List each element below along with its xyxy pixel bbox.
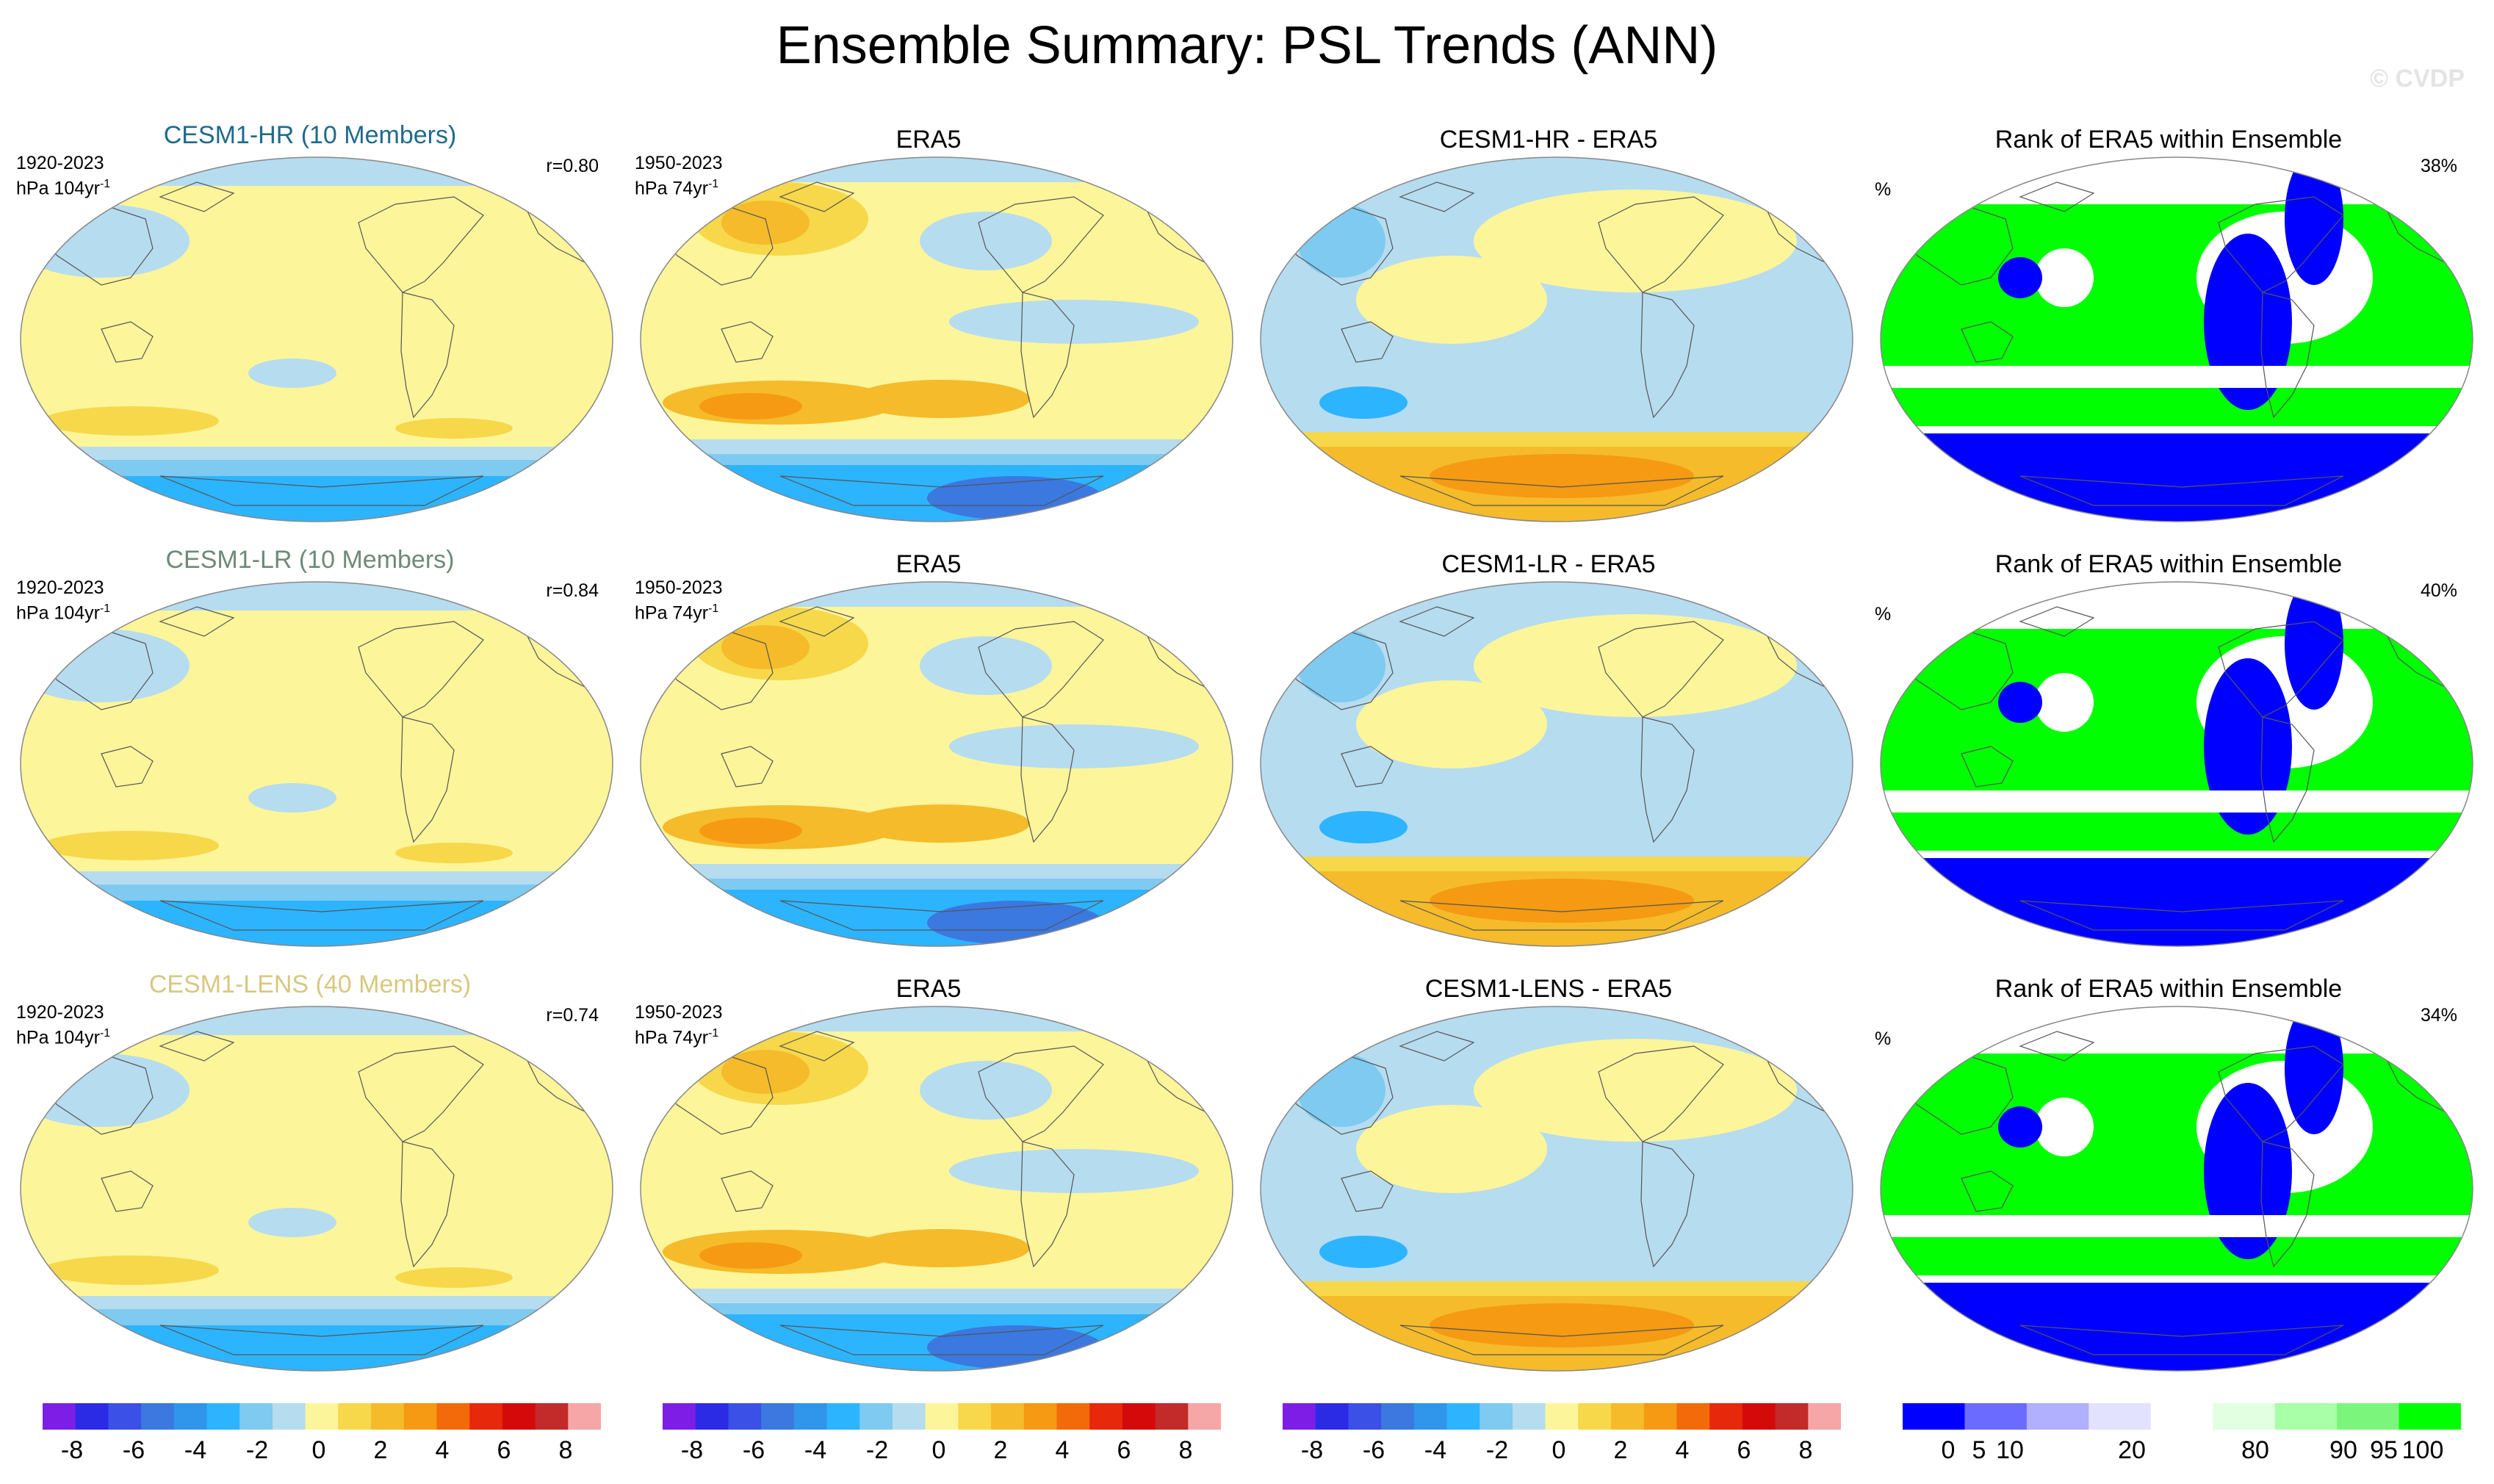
- tick-label: -8: [60, 1436, 84, 1464]
- period-label: 1950-2023: [635, 153, 723, 173]
- units-percent: %: [1875, 179, 1892, 200]
- units-percent: %: [1875, 1029, 1892, 1049]
- panel-title-model-lens: CESM1-LENS (40 Members): [148, 970, 472, 998]
- tick-label: 8: [1178, 1436, 1193, 1464]
- tick-label: 0: [1551, 1436, 1566, 1464]
- tick-label: -2: [245, 1436, 269, 1464]
- panel-title-diff: CESM1-LR - ERA5: [1441, 550, 1656, 578]
- map-obs-row1: [640, 156, 1233, 522]
- tick-label: 4: [1675, 1436, 1690, 1464]
- map-rank-lr: [1880, 581, 2473, 947]
- tick-label: -2: [865, 1436, 889, 1464]
- tick-label: 0: [931, 1436, 946, 1464]
- figure-title: Ensemble Summary: PSL Trends (ANN): [776, 16, 1718, 75]
- map-diff-lens: [1260, 1006, 1853, 1372]
- colorbar-diff: [1283, 1403, 1841, 1430]
- colorbar-model: [43, 1403, 601, 1430]
- panel-title-rank: Rank of ERA5 within Ensemble: [1994, 975, 2343, 1003]
- tick-label: 20: [2118, 1436, 2146, 1464]
- tick-label: -8: [1300, 1436, 1324, 1464]
- tick-label: 8: [558, 1436, 573, 1464]
- tick-label: -6: [1362, 1436, 1385, 1464]
- tick-label: 4: [435, 1436, 450, 1464]
- tick-label: -4: [1424, 1436, 1447, 1464]
- map-model-lr: [20, 581, 613, 947]
- rank-percent: 38%: [2420, 156, 2457, 176]
- cvdp-watermark: © CVDP: [2370, 65, 2465, 93]
- colorbar-rank: [1903, 1403, 2461, 1430]
- tick-label: -4: [804, 1436, 827, 1464]
- map-model-lens: [20, 1006, 613, 1372]
- tick-label: 5: [1972, 1436, 1986, 1464]
- units-label: hPa 104yr-1: [16, 1027, 111, 1048]
- panel-title-diff: CESM1-LENS - ERA5: [1424, 975, 1673, 1003]
- period-label: 1920-2023: [16, 577, 104, 598]
- tick-label: -6: [742, 1436, 765, 1464]
- tick-label: 100: [2401, 1436, 2444, 1464]
- period-label: 1920-2023: [16, 1002, 104, 1023]
- tick-label: 2: [373, 1436, 388, 1464]
- tick-label: 0: [1941, 1436, 1956, 1464]
- tick-label: -2: [1485, 1436, 1509, 1464]
- period-label: 1950-2023: [635, 577, 723, 598]
- tick-label: 10: [1996, 1436, 2024, 1464]
- tick-label: -8: [680, 1436, 704, 1464]
- rank-percent: 40%: [2420, 580, 2457, 601]
- period-label: 1920-2023: [16, 153, 104, 173]
- panel-title-diff: CESM1-HR - ERA5: [1439, 126, 1658, 154]
- tick-label: 6: [1117, 1436, 1131, 1464]
- tick-label: 6: [1737, 1436, 1751, 1464]
- panel-title-obs: ERA5: [895, 550, 962, 578]
- tick-label: 2: [993, 1436, 1008, 1464]
- tick-label: 0: [311, 1436, 326, 1464]
- tick-label: 4: [1055, 1436, 1070, 1464]
- pattern-correlation: r=0.74: [546, 1005, 599, 1026]
- panel-title-model-lr: CESM1-LR (10 Members): [165, 546, 455, 574]
- tick-label: -4: [184, 1436, 207, 1464]
- map-obs-row3: [640, 1006, 1233, 1372]
- rank-percent: 34%: [2420, 1005, 2457, 1026]
- units-label: hPa 74yr-1: [635, 602, 719, 624]
- map-rank-hr: [1880, 156, 2473, 522]
- tick-label: 6: [497, 1436, 511, 1464]
- units-label: hPa 74yr-1: [635, 178, 719, 199]
- units-percent: %: [1875, 604, 1892, 624]
- colorbar-obs: [663, 1403, 1221, 1430]
- panel-title-model-hr: CESM1-HR (10 Members): [163, 121, 457, 149]
- tick-label: -6: [122, 1436, 145, 1464]
- tick-label: 80: [2241, 1436, 2269, 1464]
- panel-title-obs: ERA5: [895, 126, 962, 154]
- units-label: hPa 74yr-1: [635, 1027, 719, 1048]
- map-rank-lens: [1880, 1006, 2473, 1372]
- map-diff-hr: [1260, 156, 1853, 522]
- tick-label: 95: [2370, 1436, 2398, 1464]
- map-obs-row2: [640, 581, 1233, 947]
- panel-title-obs: ERA5: [895, 975, 962, 1003]
- pattern-correlation: r=0.80: [546, 156, 599, 176]
- map-diff-lr: [1260, 581, 1853, 947]
- tick-label: 2: [1613, 1436, 1628, 1464]
- tick-label: 90: [2329, 1436, 2357, 1464]
- tick-label: 8: [1798, 1436, 1813, 1464]
- units-label: hPa 104yr-1: [16, 602, 111, 624]
- pattern-correlation: r=0.84: [546, 580, 599, 601]
- units-label: hPa 104yr-1: [16, 178, 111, 199]
- period-label: 1950-2023: [635, 1002, 723, 1023]
- panel-title-rank: Rank of ERA5 within Ensemble: [1994, 550, 2343, 578]
- map-model-hr: [20, 156, 613, 522]
- panel-title-rank: Rank of ERA5 within Ensemble: [1994, 126, 2343, 154]
